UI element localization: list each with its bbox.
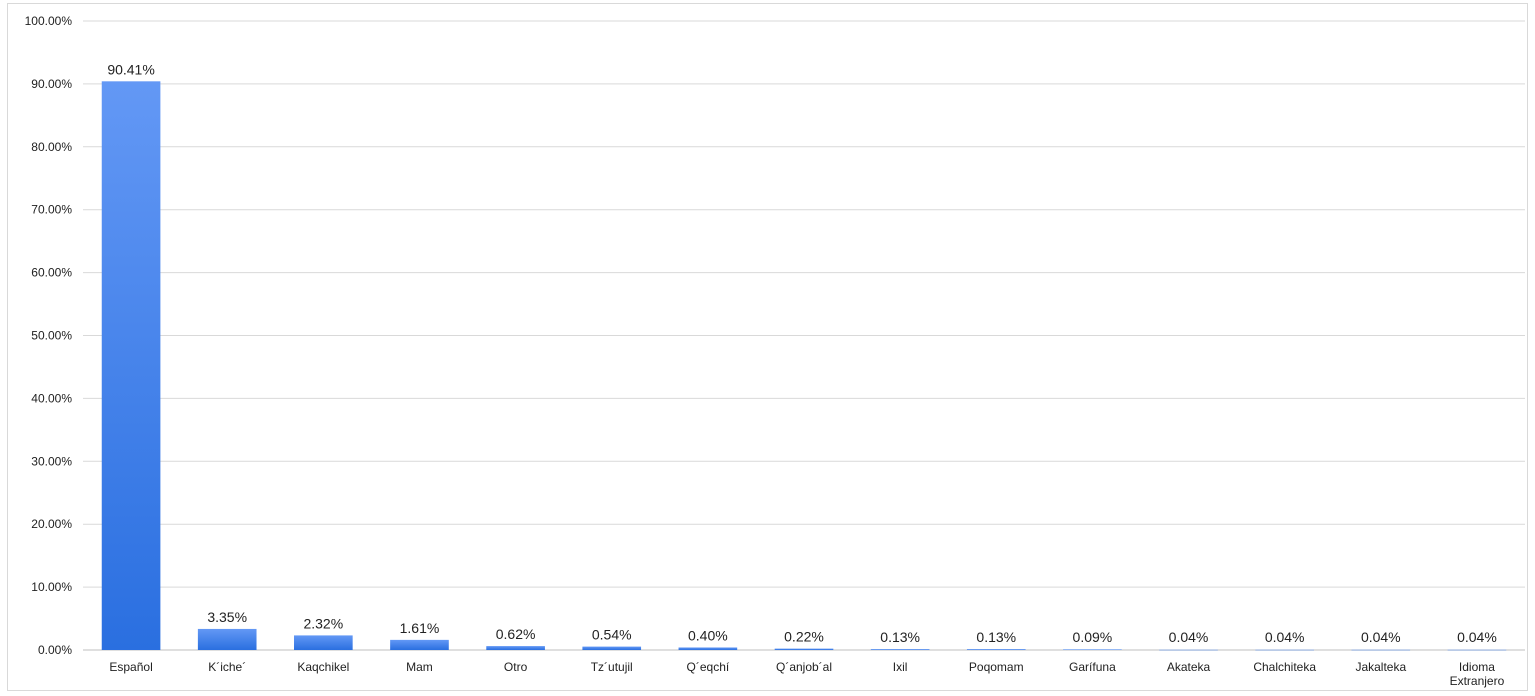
y-tick-label: 0.00% bbox=[38, 643, 72, 657]
data-label: 1.61% bbox=[400, 620, 440, 636]
y-tick-label: 100.00% bbox=[25, 14, 73, 28]
data-label: 0.13% bbox=[976, 629, 1016, 645]
y-tick-label: 50.00% bbox=[31, 329, 72, 343]
bar bbox=[870, 649, 930, 650]
x-tick-label: Español bbox=[109, 660, 152, 674]
bar bbox=[678, 647, 738, 650]
bar bbox=[1351, 649, 1411, 651]
bar bbox=[774, 648, 834, 650]
data-label: 0.09% bbox=[1073, 629, 1113, 645]
data-labels: 90.41% 3.35% 2.32% 1.61% 0.62% 0.54% 0.40% 0.22… bbox=[107, 61, 1496, 645]
x-tick-label: K´iche´ bbox=[208, 660, 246, 674]
x-tick-label: Q´eqchí bbox=[687, 660, 730, 674]
bar bbox=[1063, 649, 1122, 650]
data-label: 0.04% bbox=[1361, 629, 1401, 645]
x-tick-label: Poqomam bbox=[969, 660, 1024, 674]
y-tick-label: 80.00% bbox=[31, 140, 72, 154]
x-tick-label: Kaqchikel bbox=[297, 660, 349, 674]
bar bbox=[101, 81, 161, 650]
data-label: 0.22% bbox=[784, 629, 824, 645]
x-tick-label: Mam bbox=[406, 660, 433, 674]
bar bbox=[294, 635, 353, 650]
x-tick-label-line: Idioma bbox=[1459, 660, 1495, 674]
data-label: 90.41% bbox=[107, 61, 154, 77]
y-tick-label: 20.00% bbox=[31, 517, 72, 531]
data-label: 0.04% bbox=[1457, 629, 1497, 645]
chart-frame bbox=[7, 3, 1528, 691]
bar bbox=[582, 646, 642, 650]
x-tick-label: Q´anjob´al bbox=[776, 660, 832, 674]
data-label: 2.32% bbox=[303, 615, 343, 631]
x-tick-label-line: Extranjero bbox=[1450, 674, 1505, 688]
bars bbox=[101, 81, 1507, 651]
data-label: 0.40% bbox=[688, 627, 728, 643]
y-tick-label: 60.00% bbox=[31, 266, 72, 280]
gridlines bbox=[83, 20, 1525, 651]
data-label: 0.62% bbox=[496, 626, 536, 642]
bar bbox=[1447, 649, 1507, 651]
x-axis: Español K´iche´ Kaqchikel Mam Otro Tz´utujil Q… bbox=[109, 660, 1504, 688]
y-tick-label: 30.00% bbox=[31, 454, 72, 468]
y-tick-label: 90.00% bbox=[31, 77, 72, 91]
data-label: 0.04% bbox=[1169, 629, 1209, 645]
x-tick-label: Idioma Extranjero bbox=[1450, 660, 1505, 688]
x-tick-label: Jakalteka bbox=[1355, 660, 1406, 674]
x-tick-label: Otro bbox=[504, 660, 528, 674]
bar bbox=[1255, 649, 1314, 651]
bar bbox=[486, 646, 545, 650]
y-tick-label: 40.00% bbox=[31, 391, 72, 405]
bar bbox=[966, 649, 1026, 650]
data-label: 0.04% bbox=[1265, 629, 1305, 645]
x-tick-label: Ixil bbox=[893, 660, 908, 674]
y-tick-label: 10.00% bbox=[31, 580, 72, 594]
data-label: 3.35% bbox=[207, 609, 247, 625]
x-tick-label: Akateka bbox=[1167, 660, 1211, 674]
x-tick-label: Tz´utujil bbox=[591, 660, 633, 674]
bar bbox=[1159, 649, 1218, 651]
x-tick-label: Garífuna bbox=[1069, 660, 1116, 674]
y-tick-label: 70.00% bbox=[31, 203, 72, 217]
data-label: 0.13% bbox=[880, 629, 920, 645]
bar bbox=[390, 639, 449, 650]
y-axis: 0.00% 10.00% 20.00% 30.00% 40.00% 50.00% 60.00… bbox=[25, 14, 73, 657]
bar bbox=[197, 628, 257, 650]
data-label: 0.54% bbox=[592, 627, 632, 643]
x-tick-label: Chalchiteka bbox=[1253, 660, 1316, 674]
